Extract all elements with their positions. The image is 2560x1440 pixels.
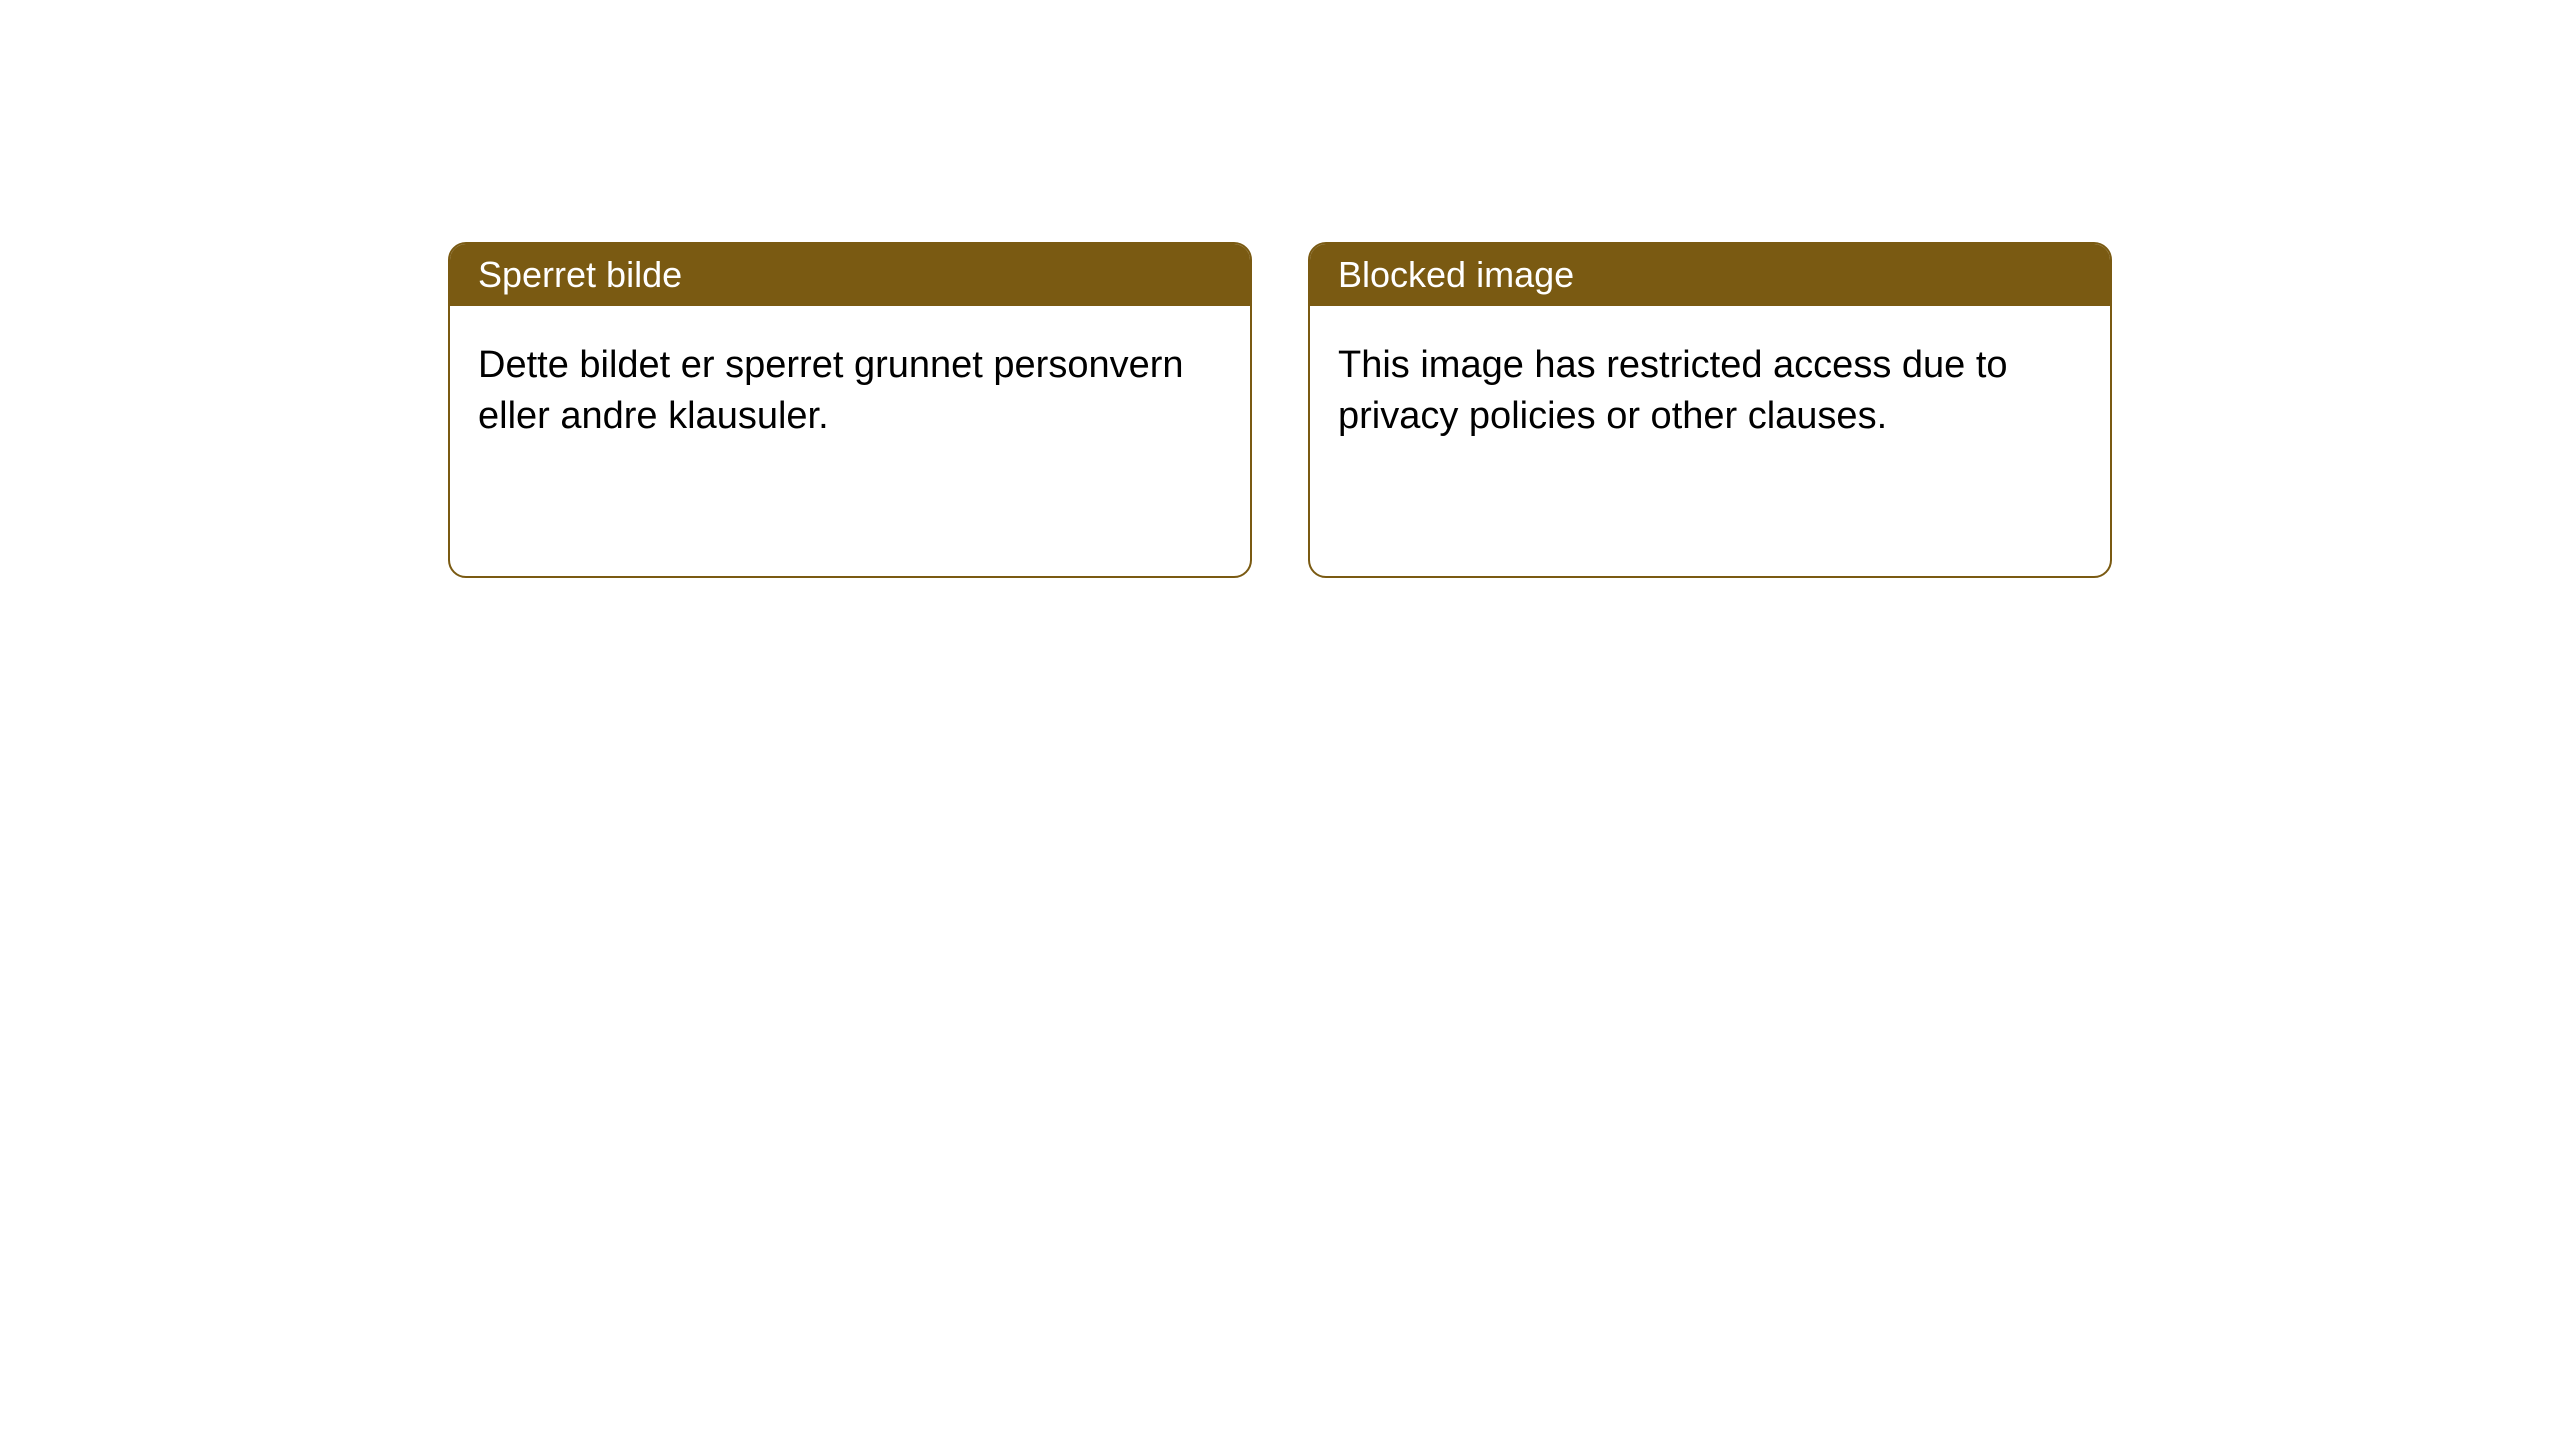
card-body-no: Dette bildet er sperret grunnet personve… <box>450 306 1250 477</box>
card-header-no: Sperret bilde <box>450 244 1250 306</box>
card-body-en: This image has restricted access due to … <box>1310 306 2110 477</box>
blocked-notice-card-no: Sperret bilde Dette bildet er sperret gr… <box>448 242 1252 578</box>
blocked-notice-card-en: Blocked image This image has restricted … <box>1308 242 2112 578</box>
notice-container: Sperret bilde Dette bildet er sperret gr… <box>0 0 2560 578</box>
card-header-en: Blocked image <box>1310 244 2110 306</box>
